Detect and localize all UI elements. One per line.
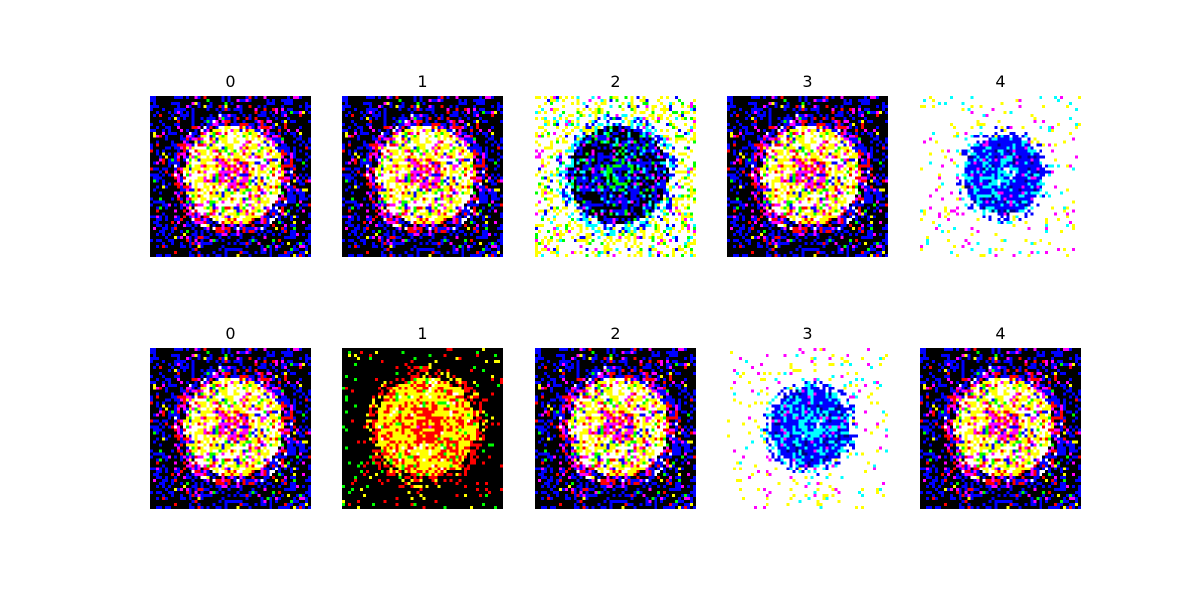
- noisy-cell-image: [920, 96, 1081, 257]
- panel-title: 0: [225, 72, 236, 91]
- image-panel: [342, 348, 503, 509]
- panel-title: 1: [417, 72, 428, 91]
- noisy-cell-image: [727, 348, 888, 509]
- image-panel: [727, 348, 888, 509]
- panel-title: 4: [995, 324, 1006, 343]
- noisy-cell-image: [150, 96, 311, 257]
- noisy-cell-image: [342, 348, 503, 509]
- image-panel: [727, 96, 888, 257]
- image-panel: [920, 348, 1081, 509]
- image-panel: [150, 96, 311, 257]
- panel-title: 2: [610, 72, 621, 91]
- noisy-cell-image: [727, 96, 888, 257]
- image-panel: [535, 348, 696, 509]
- image-panel: [150, 348, 311, 509]
- panel-title: 3: [802, 324, 813, 343]
- noisy-cell-image: [535, 348, 696, 509]
- panel-title: 0: [225, 324, 236, 343]
- panel-title: 4: [995, 72, 1006, 91]
- noisy-cell-image: [920, 348, 1081, 509]
- image-panel: [920, 96, 1081, 257]
- image-panel: [535, 96, 696, 257]
- noisy-cell-image: [342, 96, 503, 257]
- noisy-cell-image: [535, 96, 696, 257]
- panel-title: 3: [802, 72, 813, 91]
- image-panel: [342, 96, 503, 257]
- panel-title: 1: [417, 324, 428, 343]
- panel-title: 2: [610, 324, 621, 343]
- noisy-cell-image: [150, 348, 311, 509]
